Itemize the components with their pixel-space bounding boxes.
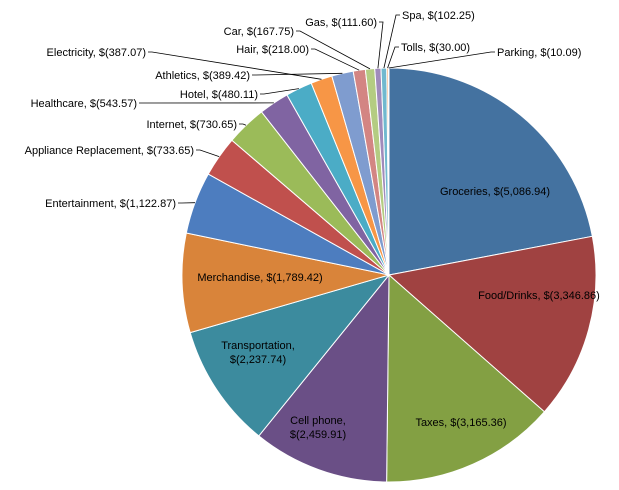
label-leader-lines [139, 14, 495, 204]
leader-line-parking [388, 51, 495, 69]
data-label-tolls: Tolls, $(30.00) [401, 42, 470, 54]
leader-line-car [296, 30, 371, 70]
leader-line-hair [311, 48, 360, 71]
data-label-entertainment: Entertainment, $(1,122.87) [45, 198, 176, 210]
data-label-athletics: Athletics, $(389.42) [155, 70, 250, 82]
data-label-car: Car, $(167.75) [224, 26, 294, 38]
data-label-appliance-replacement: Appliance Replacement, $(733.65) [25, 145, 194, 157]
data-label-gas: Gas, $(111.60) [305, 17, 377, 29]
data-label-groceries: Groceries, $(5,086.94) [440, 186, 550, 198]
pie-slice-transportation [189, 274, 391, 437]
data-label-parking: Parking, $(10.09) [497, 47, 581, 59]
pie-slice-groceries [388, 67, 593, 276]
data-label-internet: Internet, $(730.65) [146, 119, 237, 131]
pie-slice-merchandise [181, 232, 390, 334]
data-label-cell-phone: Cell phone, $(2,459.91) [290, 415, 346, 441]
leader-line-internet [239, 123, 247, 126]
data-label-electricity: Electricity, $(387.07) [47, 47, 146, 59]
leader-line-electricity [148, 51, 322, 80]
pie-slice-parking [387, 67, 390, 276]
data-label-healthcare: Healthcare, $(543.57) [31, 98, 137, 110]
leader-line-athletics [252, 72, 343, 76]
leader-line-hotel [260, 88, 299, 95]
data-label-taxes: Taxes, $(3,165.36) [415, 417, 506, 429]
data-label-spa: Spa, $(102.25) [402, 10, 475, 22]
pie-slice-food-drinks [387, 235, 597, 413]
pie-slices [181, 67, 597, 483]
leader-line-appliance-replacement [196, 149, 220, 157]
data-label-transportation: Transportation, $(2,237.74) [221, 340, 295, 366]
data-label-hair: Hair, $(218.00) [236, 44, 309, 56]
pie-slice-taxes [386, 273, 546, 483]
leader-line-spa [383, 14, 400, 69]
leader-line-gas [377, 21, 384, 69]
data-label-merchandise: Merchandise, $(1,789.42) [197, 272, 322, 284]
data-label-hotel: Hotel, $(480.11) [180, 89, 258, 101]
leader-line-tolls [387, 46, 399, 69]
data-label-food-drinks: Food/Drinks, $(3,346.86) [478, 290, 600, 302]
data-labels: Groceries, $(5,086.94) Food/Drinks, $(3,3… [25, 10, 600, 441]
pie-slice-cell-phone [258, 273, 390, 483]
